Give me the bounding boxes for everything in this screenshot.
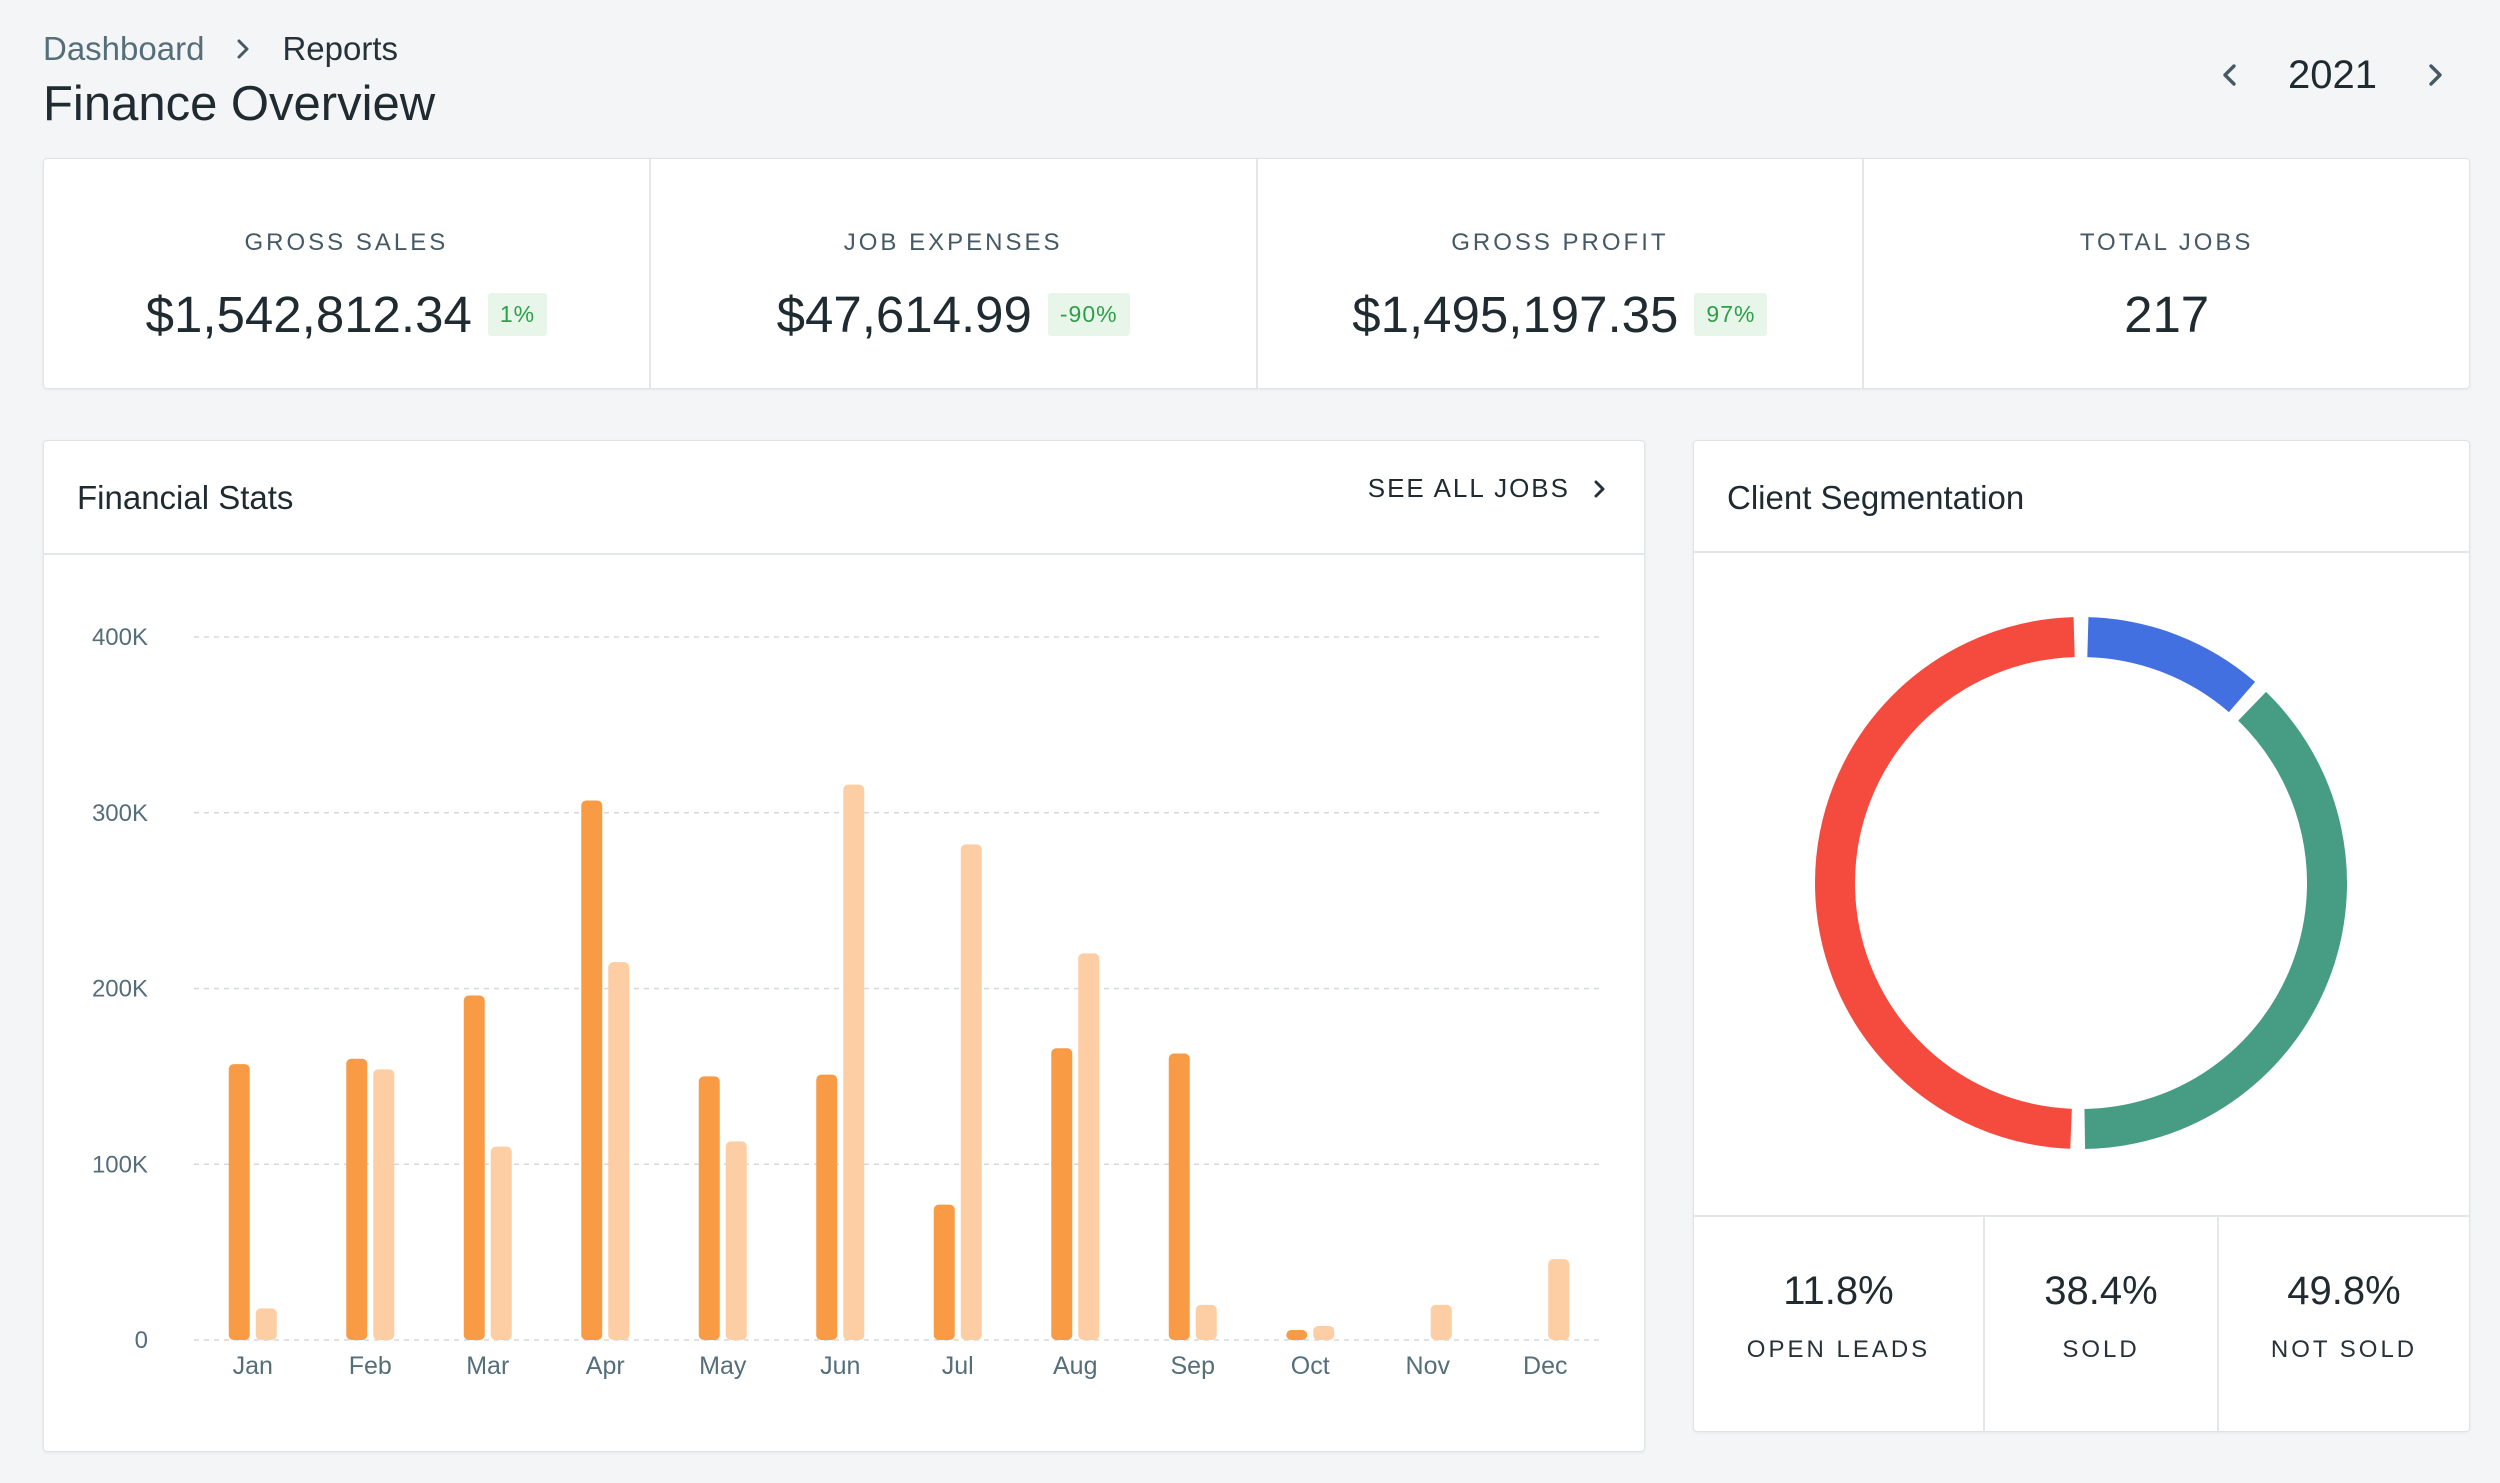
y-tick-label: 100K: [92, 1151, 148, 1178]
card-header: Financial Stats SEE ALL JOBS: [44, 441, 1644, 555]
donut-slice-not-sold[interactable]: [1815, 617, 2075, 1149]
see-all-jobs-link[interactable]: SEE ALL JOBS: [1368, 473, 1614, 504]
x-tick-label: Mar: [466, 1352, 509, 1380]
bar-oct-series-2[interactable]: [1313, 1325, 1335, 1340]
card-title: Client Segmentation: [1727, 479, 2025, 516]
bar-jun-series-2[interactable]: [843, 784, 865, 1340]
kpi-job-expenses: JOB EXPENSES $47,614.99 -90%: [651, 159, 1258, 388]
chevron-right-icon: [1586, 475, 1614, 503]
y-tick-label: 0: [135, 1327, 148, 1354]
chevron-right-icon: [228, 34, 258, 64]
segment-label: NOT SOLD: [2270, 1336, 2418, 1363]
donut-slice-sold[interactable]: [2084, 691, 2347, 1149]
kpi-value: $1,495,197.35: [1352, 286, 1679, 343]
bar-dec-series-2[interactable]: [1548, 1259, 1570, 1340]
segment-percentage: 49.8%: [2287, 1269, 2401, 1313]
x-tick-label: Jun: [820, 1352, 860, 1380]
segmentation-stats: 11.8% OPEN LEADS 38.4% SOLD 49.8% NOT SO…: [1694, 1215, 2469, 1433]
x-tick-label: Jul: [942, 1352, 974, 1380]
financial-stats-bar-chart: 0 100K 200K 300K 400K Jan Feb Mar Apr May Jun Jul Au…: [92, 624, 1604, 1380]
x-tick-label: May: [699, 1352, 747, 1380]
y-tick-label: 400K: [92, 624, 148, 651]
bar-mar-series-1[interactable]: [463, 995, 485, 1340]
segment-open-leads: 11.8% OPEN LEADS: [1694, 1217, 1985, 1433]
card-header: Client Segmentation: [1694, 441, 2469, 553]
bar-nov-series-2[interactable]: [1430, 1304, 1452, 1340]
breadcrumb-current: Reports: [282, 30, 399, 67]
bar-may-series-1[interactable]: [698, 1076, 720, 1340]
bar-feb-series-1[interactable]: [346, 1058, 368, 1340]
kpi-change-badge: 97%: [1694, 293, 1768, 336]
x-tick-label: Nov: [1406, 1352, 1451, 1380]
segment-label: SOLD: [2062, 1336, 2140, 1363]
bar-aug-series-2[interactable]: [1078, 953, 1100, 1340]
x-tick-label: Aug: [1053, 1352, 1097, 1380]
bar-jul-series-2[interactable]: [960, 844, 982, 1340]
segment-sold: 38.4% SOLD: [1985, 1217, 2219, 1433]
kpi-value: $1,542,812.34: [145, 286, 472, 343]
see-all-jobs-label: SEE ALL JOBS: [1367, 473, 1570, 503]
chevron-left-icon: [2223, 64, 2236, 86]
next-year-button[interactable]: [2415, 50, 2455, 100]
client-segmentation-donut-chart: [1815, 617, 2347, 1149]
kpi-gross-sales: GROSS SALES $1,542,812.34 1%: [44, 159, 651, 388]
x-tick-label: Jan: [233, 1352, 273, 1380]
segment-label: OPEN LEADS: [1746, 1336, 1931, 1363]
x-tick-label: Apr: [586, 1352, 625, 1380]
bar-apr-series-2[interactable]: [608, 962, 630, 1340]
kpi-change-badge: 1%: [487, 293, 548, 336]
card-title: Financial Stats: [77, 479, 294, 516]
x-tick-label: Oct: [1291, 1352, 1330, 1380]
bar-jan-series-1[interactable]: [228, 1064, 250, 1340]
bar-apr-series-1[interactable]: [581, 800, 603, 1340]
kpi-gross-profit: GROSS PROFIT $1,495,197.35 97%: [1258, 159, 1865, 388]
year-label: 2021: [2288, 52, 2377, 97]
client-segmentation-card: Client Segmentation 11.8% OPEN LEADS 38.…: [1693, 440, 2470, 1433]
kpi-summary-card: GROSS SALES $1,542,812.34 1% JOB EXPENSE…: [43, 158, 2470, 389]
y-tick-label: 200K: [92, 976, 148, 1003]
kpi-label: GROSS PROFIT: [1451, 229, 1669, 256]
year-navigator: 2021: [2210, 50, 2455, 100]
x-tick-label: Dec: [1523, 1352, 1567, 1380]
kpi-label: GROSS SALES: [244, 229, 449, 256]
bar-oct-series-1[interactable]: [1286, 1330, 1308, 1340]
bar-may-series-2[interactable]: [725, 1141, 747, 1340]
segment-percentage: 11.8%: [1783, 1269, 1894, 1313]
kpi-value: 217: [2124, 286, 2210, 343]
bar-aug-series-1[interactable]: [1051, 1048, 1073, 1340]
bar-mar-series-2[interactable]: [490, 1146, 512, 1340]
x-tick-label: Sep: [1171, 1352, 1215, 1380]
previous-year-button[interactable]: [2210, 50, 2250, 100]
breadcrumb-dashboard-link[interactable]: Dashboard: [43, 30, 205, 67]
bar-sep-series-1[interactable]: [1168, 1053, 1190, 1340]
financial-stats-card: Financial Stats SEE ALL JOBS 0 100K 200K 30…: [43, 440, 1645, 1452]
kpi-total-jobs: TOTAL JOBS 217: [1864, 159, 2469, 388]
breadcrumb: Dashboard Reports: [43, 30, 398, 68]
bar-jul-series-1[interactable]: [933, 1204, 955, 1340]
kpi-label: JOB EXPENSES: [843, 229, 1063, 256]
x-tick-label: Feb: [349, 1352, 392, 1380]
kpi-value: $47,614.99: [776, 286, 1032, 343]
kpi-change-badge: -90%: [1047, 293, 1130, 336]
chevron-right-icon: [2429, 64, 2442, 86]
segment-not-sold: 49.8% NOT SOLD: [2219, 1217, 2469, 1433]
bar-sep-series-2[interactable]: [1195, 1304, 1217, 1340]
kpi-label: TOTAL JOBS: [2079, 229, 2254, 256]
bar-feb-series-2[interactable]: [373, 1069, 395, 1340]
segment-percentage: 38.4%: [2044, 1269, 2158, 1313]
bar-jun-series-1[interactable]: [816, 1074, 838, 1340]
y-tick-label: 300K: [92, 800, 148, 827]
page-title: Finance Overview: [43, 77, 436, 131]
donut-slice-open-leads[interactable]: [2086, 617, 2256, 713]
bar-jan-series-2[interactable]: [255, 1308, 277, 1340]
